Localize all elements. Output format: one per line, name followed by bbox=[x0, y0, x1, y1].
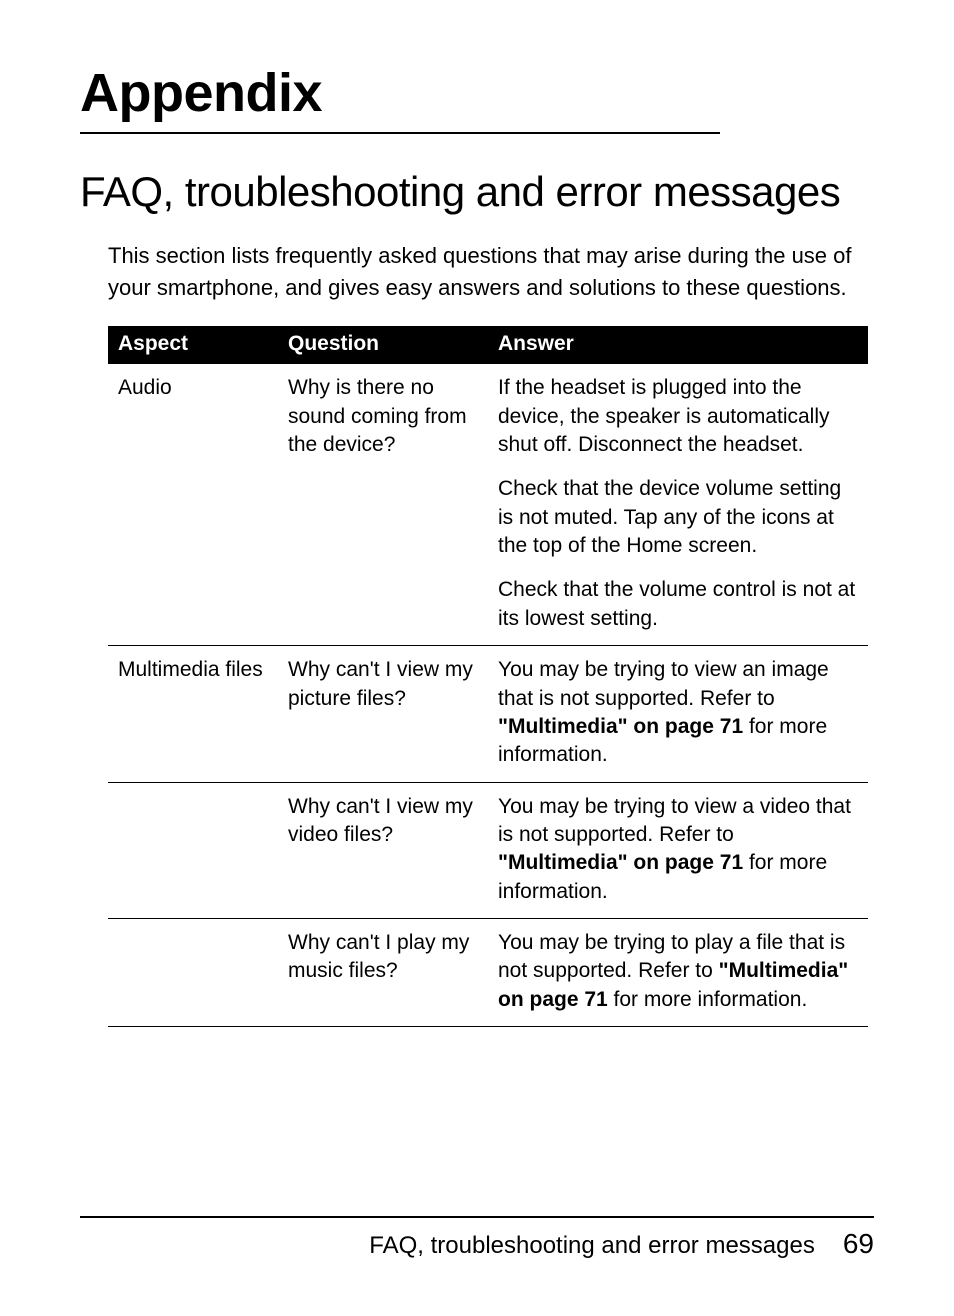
heading-rule bbox=[80, 132, 720, 134]
document-page: Appendix FAQ, troubleshooting and error … bbox=[0, 0, 954, 1316]
cell-aspect: Multimedia files bbox=[108, 646, 278, 782]
answer-text: You may be trying to view an image that … bbox=[498, 656, 858, 769]
answer-pre: If the headset is plugged into the devic… bbox=[498, 376, 830, 456]
table-row: Audio Why is there no sound coming from … bbox=[108, 364, 868, 645]
heading-faq: FAQ, troubleshooting and error messages bbox=[80, 168, 874, 216]
answer-text: If the headset is plugged into the devic… bbox=[498, 374, 858, 459]
answer-bold: "Multimedia" on page 71 bbox=[498, 715, 743, 738]
cell-aspect bbox=[108, 918, 278, 1026]
cell-answer: You may be trying to view an image that … bbox=[488, 646, 868, 782]
answer-pre: You may be trying to view a video that i… bbox=[498, 795, 851, 846]
table-bottom-rule bbox=[108, 1026, 868, 1027]
cell-question: Why can't I play my music files? bbox=[278, 918, 488, 1026]
cell-answer: You may be trying to view a video that i… bbox=[488, 782, 868, 918]
table-row: Why can't I view my video files? You may… bbox=[108, 782, 868, 918]
cell-answer: If the headset is plugged into the devic… bbox=[488, 364, 868, 645]
footer-rule bbox=[80, 1216, 874, 1218]
table-row: Multimedia files Why can't I view my pic… bbox=[108, 646, 868, 782]
footer-title: FAQ, troubleshooting and error messages bbox=[369, 1232, 815, 1260]
intro-paragraph: This section lists frequently asked ques… bbox=[108, 240, 868, 304]
cell-question: Why can't I view my picture files? bbox=[278, 646, 488, 782]
table-row: Why can't I play my music files? You may… bbox=[108, 918, 868, 1026]
cell-question: Why can't I view my video files? bbox=[278, 782, 488, 918]
faq-table: Aspect Question Answer Audio Why is ther… bbox=[108, 326, 868, 1027]
cell-answer: You may be trying to play a file that is… bbox=[488, 918, 868, 1026]
answer-post: for more information. bbox=[608, 988, 808, 1011]
answer-text: Check that the volume control is not at … bbox=[498, 576, 858, 633]
answer-text: Check that the device volume setting is … bbox=[498, 475, 858, 560]
cell-aspect: Audio bbox=[108, 364, 278, 645]
cell-aspect bbox=[108, 782, 278, 918]
answer-text: You may be trying to view a video that i… bbox=[498, 793, 858, 906]
faq-table-body: Audio Why is there no sound coming from … bbox=[108, 364, 868, 1027]
answer-pre: You may be trying to view an image that … bbox=[498, 658, 829, 709]
answer-text: You may be trying to play a file that is… bbox=[498, 929, 858, 1014]
cell-question: Why is there no sound coming from the de… bbox=[278, 364, 488, 645]
footer-line: FAQ, troubleshooting and error messages … bbox=[80, 1228, 874, 1260]
heading-appendix: Appendix bbox=[80, 62, 874, 124]
col-header-answer: Answer bbox=[488, 326, 868, 364]
footer-page-number: 69 bbox=[843, 1228, 874, 1260]
col-header-aspect: Aspect bbox=[108, 326, 278, 364]
page-footer: FAQ, troubleshooting and error messages … bbox=[80, 1216, 874, 1260]
col-header-question: Question bbox=[278, 326, 488, 364]
table-header-row: Aspect Question Answer bbox=[108, 326, 868, 364]
answer-pre: Check that the device volume setting is … bbox=[498, 477, 841, 557]
answer-bold: "Multimedia" on page 71 bbox=[498, 851, 743, 874]
answer-pre: Check that the volume control is not at … bbox=[498, 578, 855, 629]
